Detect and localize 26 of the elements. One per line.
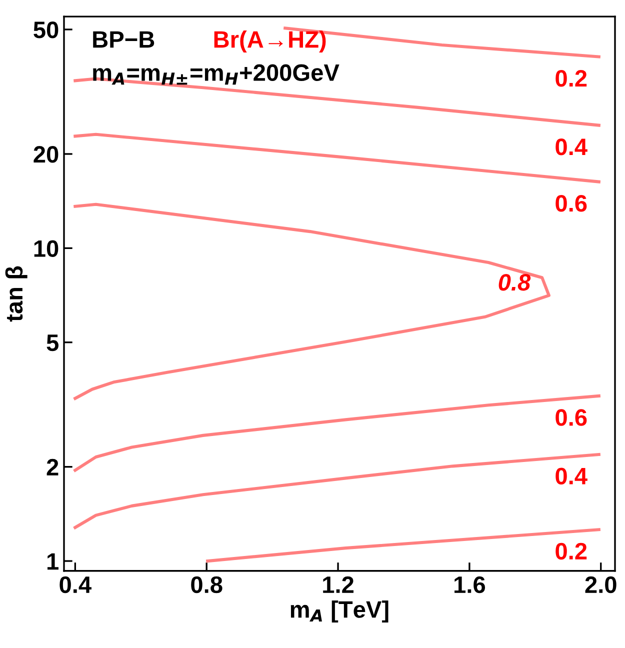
y-tick-label: 2	[46, 458, 58, 476]
y-tick-label: 5	[46, 334, 58, 352]
line-series	[74, 132, 600, 184]
x-tick-label: 1.6	[454, 576, 486, 594]
line-series	[74, 202, 550, 400]
series-label: 0.2	[556, 70, 587, 87]
annotation: Br(A→HZ)	[214, 30, 326, 52]
x-tick-label: 0.4	[60, 576, 92, 594]
series-label: 0.6	[556, 409, 587, 426]
annotation: BP−B	[93, 31, 154, 48]
x-tick-label: 2.0	[585, 576, 616, 594]
y-tick-label: 10	[34, 240, 58, 257]
x-tick-label: 0.8	[191, 576, 222, 594]
annotation: m$_{A}$=m$_{H±}$=m$_{H}$+200GeV	[93, 64, 340, 85]
y-tick-label: 1	[47, 553, 58, 570]
x-tick-label: 1.2	[323, 576, 354, 593]
series-label: 0.6	[556, 195, 587, 212]
y-axis-title: tan β	[5, 266, 28, 322]
line-series	[74, 452, 600, 530]
series-label: 0.4	[556, 138, 588, 156]
x-axis-title: m$_{A}$ [TeV]	[290, 600, 388, 623]
series-label: 0.2	[556, 542, 587, 560]
series-label: 0.8	[498, 274, 531, 291]
series-label: 0.4	[556, 468, 588, 484]
y-tick-label: 20	[34, 146, 58, 163]
y-tick-label: 50	[34, 22, 58, 38]
